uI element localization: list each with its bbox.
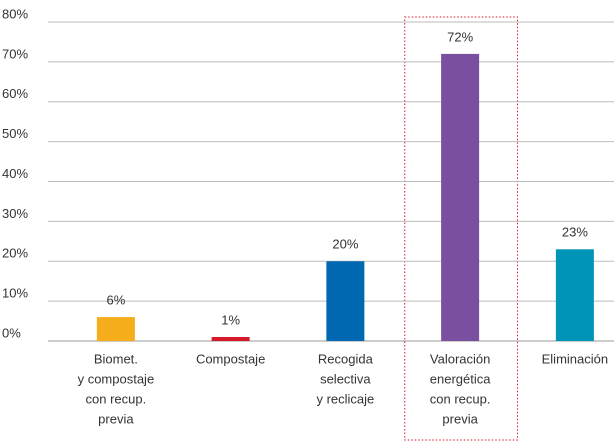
y-tick-label: 50% <box>2 126 28 141</box>
x-tick-label: previa <box>98 411 134 426</box>
value-label: 20% <box>332 237 358 252</box>
bar <box>211 337 250 341</box>
value-label: 6% <box>106 293 125 308</box>
bar <box>326 261 365 341</box>
value-label: 72% <box>447 29 473 44</box>
value-label: 1% <box>221 312 240 327</box>
y-tick-label: 10% <box>2 286 28 301</box>
y-tick-label: 20% <box>2 246 28 261</box>
bar <box>441 53 480 342</box>
y-tick-label: 0% <box>2 325 21 340</box>
x-tick-label: Biomet. <box>94 351 138 366</box>
x-tick-label: con recup. <box>430 391 491 406</box>
highlight-box <box>404 16 518 441</box>
x-tick-label: Compostaje <box>196 351 265 366</box>
x-tick-label: Eliminación <box>542 351 608 366</box>
x-tick-label: y reclicaje <box>316 391 374 406</box>
x-tick-label: Valoración <box>430 351 490 366</box>
value-label: 23% <box>562 225 588 240</box>
x-tick-label: Recogida <box>318 351 374 366</box>
x-tick-label: y compostaje <box>78 371 155 386</box>
bar <box>96 317 135 341</box>
x-tick-label: selectiva <box>320 371 371 386</box>
x-tick-label: energética <box>430 371 491 386</box>
y-tick-label: 80% <box>2 6 28 21</box>
y-tick-label: 60% <box>2 86 28 101</box>
x-tick-label: previa <box>442 411 478 426</box>
y-tick-label: 40% <box>2 166 28 181</box>
bar <box>555 249 594 341</box>
y-tick-label: 70% <box>2 46 28 61</box>
x-tick-label: con recup. <box>86 391 147 406</box>
y-tick-label: 30% <box>2 206 28 221</box>
